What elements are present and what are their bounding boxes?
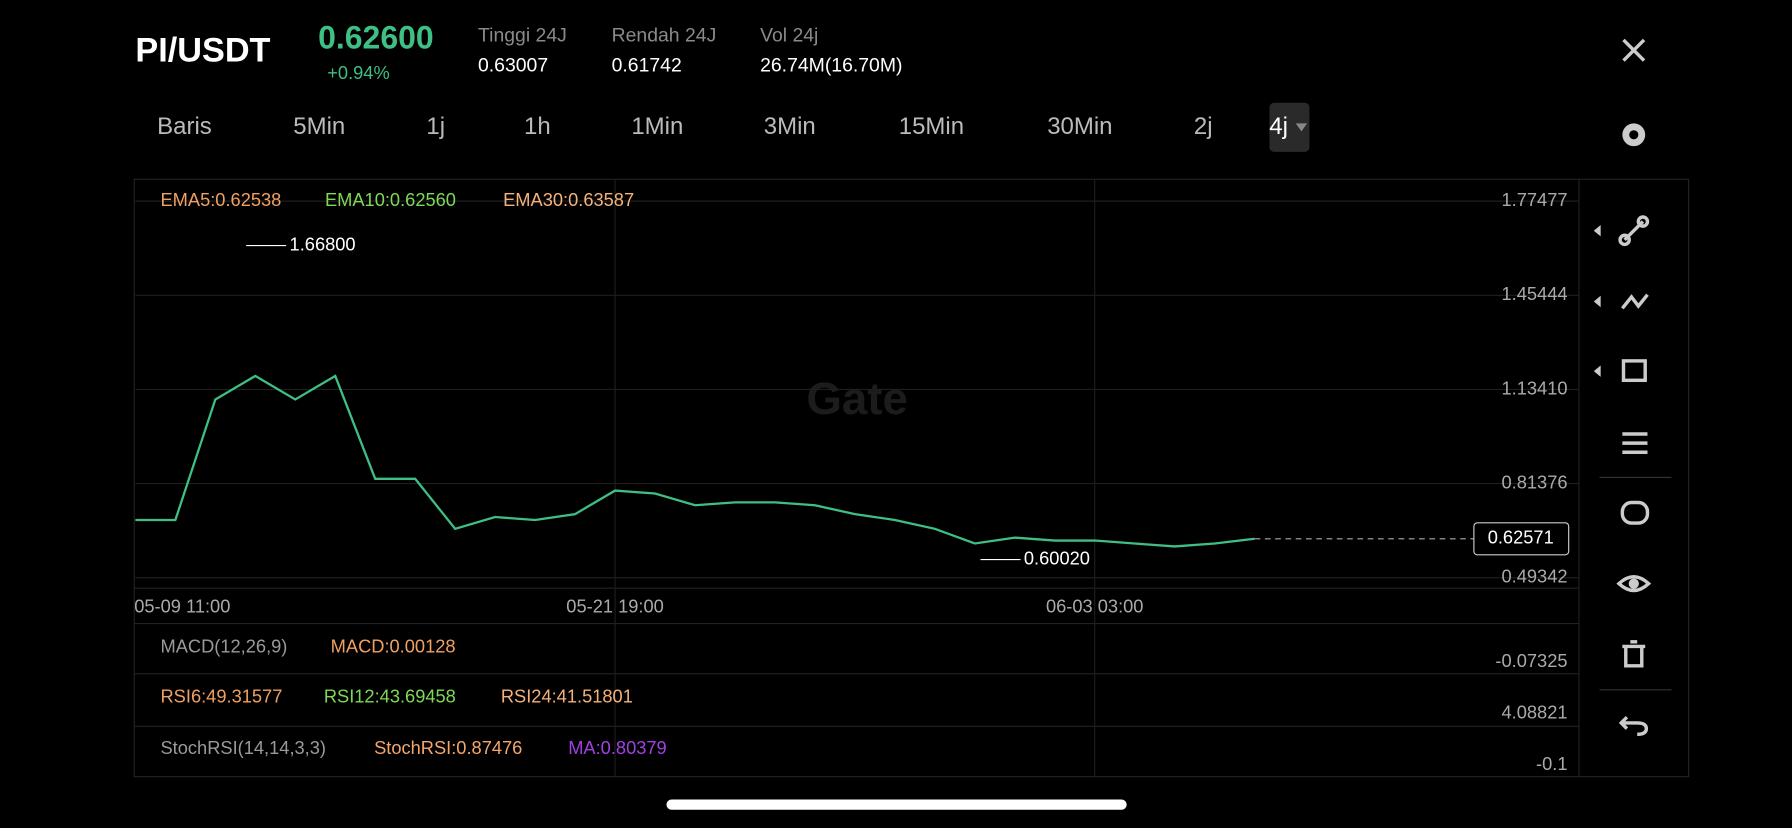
visibility-tool[interactable] [1616,575,1652,593]
indicator-tool[interactable] [1622,432,1648,454]
last-price-label: 0.62571 [1488,527,1554,548]
indicator-label: RSI12:43.69458 [324,686,456,707]
expand-arrow[interactable] [1593,295,1601,308]
x-tick-label: 06-03 03:00 [1046,595,1144,616]
stat-value: 26.74M(16.70M) [760,54,902,76]
y-tick-label: 1.77477 [1502,189,1568,210]
stat-label: Vol 24j [760,25,818,47]
high-label: 1.66800 [290,233,356,254]
chart-frame [133,178,1690,778]
settings-icon[interactable] [1622,123,1646,147]
indicator-label: RSI6:49.31577 [161,686,283,707]
gear-hole [1629,130,1639,140]
price-line [135,374,1255,548]
ema-label: EMA10:0.62560 [325,189,456,210]
watermark: Gate [806,373,908,424]
delete-tool[interactable] [1622,640,1646,668]
indicator-label: MACD:0.00128 [331,635,456,656]
timeframe-tab[interactable]: 30Min [1047,113,1112,140]
y-tick-label: 0.49342 [1502,566,1568,587]
low-label: 0.60020 [1024,547,1090,568]
active-tab-bg [1269,102,1310,152]
indicator-axis-label: 4.08821 [1502,702,1568,723]
indicator-label: MA:0.80379 [568,737,667,758]
timeframe-tab[interactable]: 15Min [899,113,964,140]
close-icon [1622,38,1646,62]
timeframe-tab[interactable]: 2j [1194,113,1213,140]
x-tick-label: 05-21 19:00 [566,595,664,616]
timeframe-tab[interactable]: 4j [1269,113,1288,140]
line-tool-dot [1618,233,1631,247]
close-button[interactable] [1622,38,1646,62]
template-tool[interactable] [1620,500,1650,525]
indicator-axis-label: -0.07325 [1495,650,1567,671]
expand-arrow[interactable] [1593,365,1601,377]
price: 0.62600 [318,19,434,55]
wave-tool[interactable] [1621,293,1649,310]
stat-label: Rendah 24J [612,25,717,47]
last-price-box [1473,522,1570,556]
y-tick-label: 1.45444 [1502,283,1568,304]
timeframe-tab[interactable]: 1j [426,113,445,140]
eye-pupil [1628,578,1639,589]
expand-arrow[interactable] [1593,224,1601,237]
indicator-label: RSI24:41.51801 [501,686,633,707]
change: +0.94% [327,62,389,83]
timeframe-tab[interactable]: 1Min [631,113,683,140]
y-tick-label: 1.13410 [1502,377,1568,398]
toolbar [1593,215,1672,737]
stat-value: 0.61742 [612,54,682,76]
indicator-label: StochRSI(14,14,3,3) [161,737,326,758]
dropdown-arrow[interactable] [1295,123,1308,132]
shape-tool[interactable] [1621,359,1647,383]
timeframe-tab[interactable]: 1h [524,113,551,140]
indicator-axis-label: -0.1 [1536,753,1567,774]
indicator-label: MACD(12,26,9) [161,635,288,656]
x-tick-label: 05-09 11:00 [134,595,230,616]
home-indicator [666,799,1127,810]
undo-tool[interactable] [1618,716,1649,737]
indicator-label: StochRSI:0.87476 [374,737,522,758]
stat-value: 0.63007 [478,54,548,76]
ema-label: EMA5:0.62538 [161,189,282,210]
timeframe-tab[interactable]: 3Min [764,113,816,140]
timeframe-tab[interactable]: 5Min [293,113,345,140]
y-tick-label: 0.81376 [1502,471,1568,492]
pair: PI/USDT [135,32,270,70]
stat-label: Tinggi 24J [478,25,567,47]
ema-label: EMA30:0.63587 [503,189,634,210]
timeframe-tab[interactable]: Baris [157,113,212,140]
line-tool-dot [1636,215,1650,228]
